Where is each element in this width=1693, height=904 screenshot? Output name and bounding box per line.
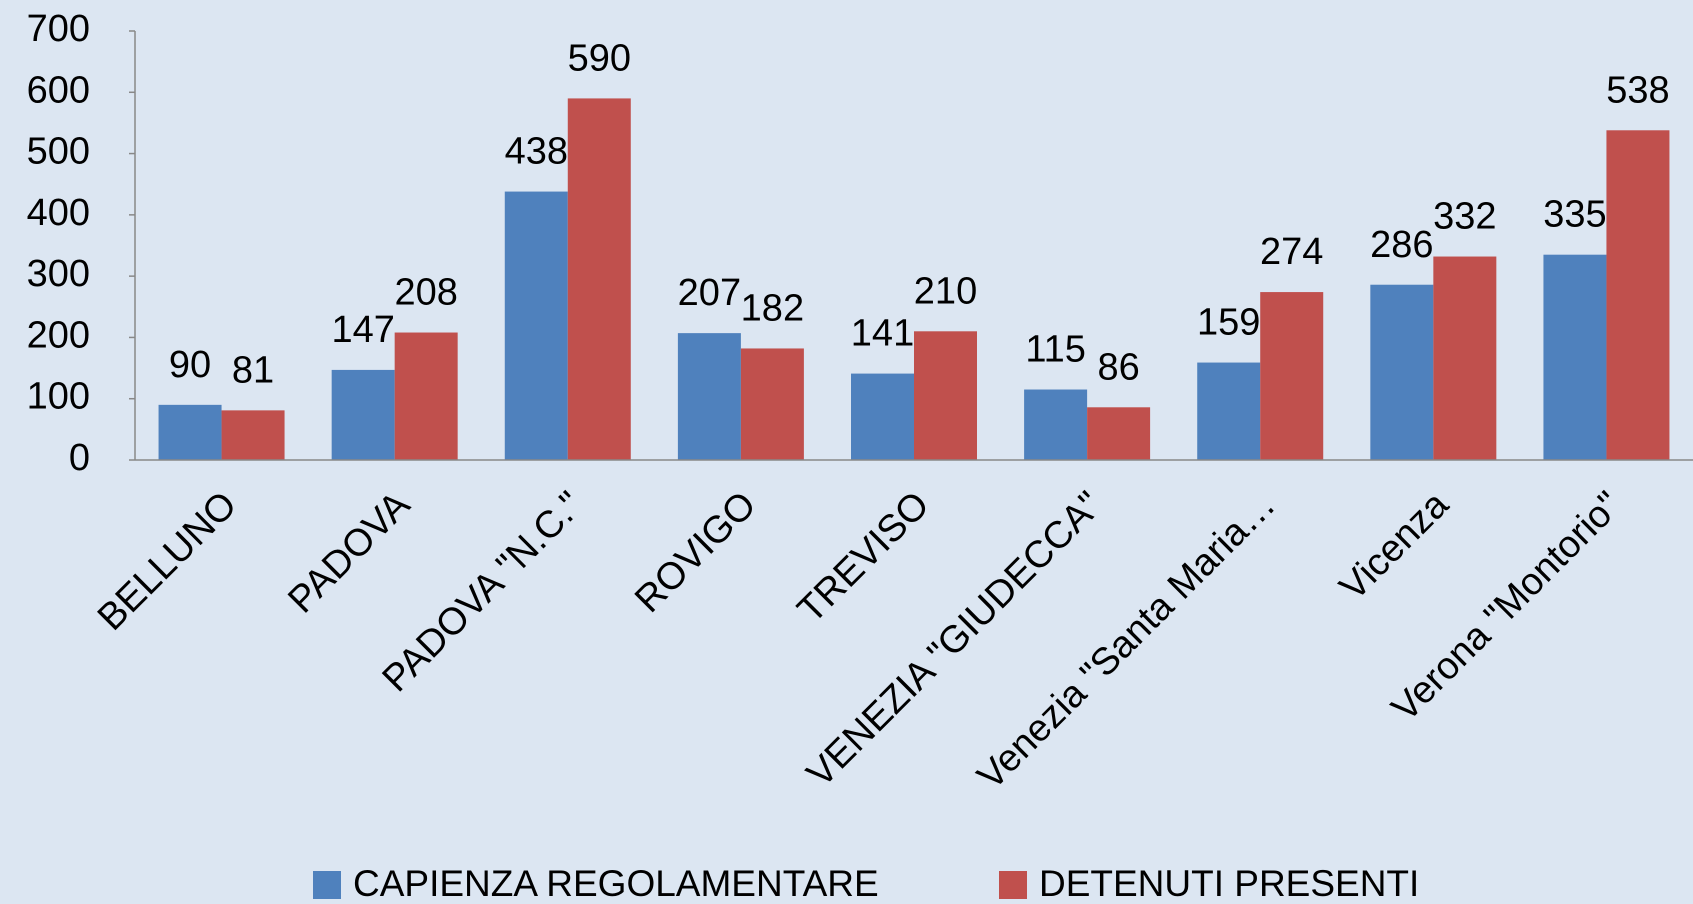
- legend-swatch: [999, 871, 1027, 899]
- bar: [1606, 130, 1670, 461]
- x-tick-label: Venezia "Santa Maria…: [970, 484, 1284, 798]
- bar: [1197, 362, 1261, 460]
- x-tick-label: VENEZIA "GIUDECCA": [799, 484, 1111, 796]
- bar: [567, 98, 631, 461]
- bar: [1024, 389, 1088, 460]
- data-label: 210: [914, 270, 977, 312]
- data-label: 115: [1025, 329, 1086, 371]
- bar: [1370, 284, 1434, 460]
- y-tick-label: 400: [27, 192, 90, 234]
- bar: [158, 404, 222, 460]
- data-label: 182: [741, 287, 804, 329]
- bar: [914, 331, 977, 460]
- bar: [851, 373, 914, 460]
- bar: [394, 332, 458, 460]
- x-tick-label: BELLUNO: [90, 484, 245, 639]
- x-tick-label: TREVISO: [790, 484, 938, 632]
- data-label: 438: [505, 131, 568, 173]
- y-tick-label: 0: [69, 437, 90, 479]
- data-label: 332: [1433, 196, 1496, 238]
- data-label: 274: [1260, 231, 1323, 273]
- data-label: 81: [232, 349, 274, 391]
- data-label: 286: [1370, 224, 1433, 266]
- bar: [740, 348, 804, 460]
- bar: [1260, 292, 1324, 460]
- legend-label: CAPIENZA REGOLAMENTARE: [353, 863, 879, 904]
- bar: [1433, 256, 1497, 460]
- y-tick-label: 500: [27, 131, 90, 173]
- bar: [331, 369, 395, 460]
- legend-swatch: [313, 871, 341, 899]
- data-label: 538: [1606, 69, 1669, 111]
- y-tick-label: 700: [27, 8, 90, 50]
- bar: [1543, 254, 1607, 460]
- bar: [677, 333, 741, 460]
- bar: [504, 191, 568, 460]
- bar: [221, 410, 285, 460]
- y-tick-label: 200: [27, 314, 90, 356]
- bar: [1087, 407, 1151, 460]
- y-tick-label: 300: [27, 253, 90, 295]
- x-tick-label: Vicenza: [1332, 483, 1457, 608]
- data-label: 208: [394, 272, 457, 314]
- data-label: 335: [1543, 194, 1606, 236]
- data-label: 159: [1197, 302, 1260, 344]
- y-tick-label: 600: [27, 69, 90, 111]
- data-label: 90: [169, 344, 211, 386]
- data-label: 141: [851, 313, 914, 355]
- y-tick-label: 100: [27, 376, 90, 418]
- data-label: 207: [678, 272, 741, 314]
- legend-label: DETENUTI PRESENTI: [1039, 863, 1419, 904]
- data-label: 590: [568, 37, 631, 79]
- x-tick-label: ROVIGO: [627, 484, 764, 621]
- x-tick-label: PADOVA: [280, 483, 418, 621]
- data-label: 86: [1097, 346, 1139, 388]
- data-label: 147: [331, 309, 394, 351]
